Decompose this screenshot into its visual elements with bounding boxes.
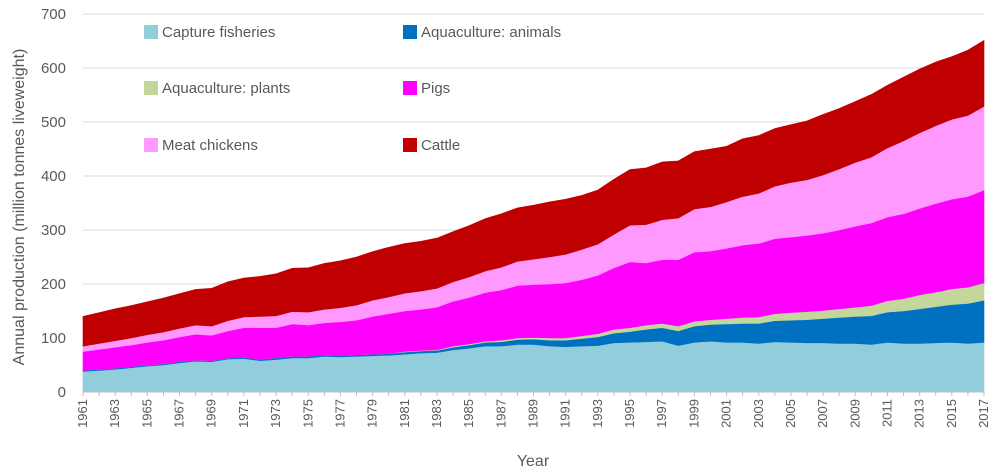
y-axis-title: Annual production (million tonnes livewe… — [11, 49, 28, 366]
legend-swatch-aquaculture-plants — [144, 81, 158, 95]
x-tick-label: 1975 — [300, 399, 315, 428]
y-tick-label: 0 — [58, 384, 66, 401]
y-tick-label: 700 — [41, 6, 66, 23]
x-tick-label: 1981 — [397, 399, 412, 428]
y-tick-label: 400 — [41, 168, 66, 185]
area-cattle — [82, 39, 985, 347]
legend-swatch-pigs — [403, 81, 417, 95]
legend-label-aquaculture-animals: Aquaculture: animals — [421, 24, 561, 41]
y-tick-labels: 0 100 200 300 400 500 600 700 — [41, 6, 66, 401]
x-tick-label: 2015 — [944, 399, 959, 428]
x-tick-label: 1991 — [558, 399, 573, 428]
y-tick-label: 300 — [41, 222, 66, 239]
x-tick-label: 1997 — [654, 399, 669, 428]
x-tick-label: 1963 — [107, 399, 122, 428]
legend: Capture fisheries Aquaculture: animals Aqu… — [144, 24, 561, 154]
legend-swatch-aquaculture-animals — [403, 25, 417, 39]
x-tick-label: 1999 — [686, 399, 701, 428]
x-tick-label: 2001 — [719, 399, 734, 428]
x-tick-label: 2011 — [879, 399, 894, 427]
x-tick-label: 1969 — [204, 399, 219, 428]
legend-label-pigs: Pigs — [421, 80, 450, 97]
x-tick-label: 1979 — [365, 399, 380, 428]
x-tick-label: 1973 — [268, 399, 283, 428]
x-axis — [82, 391, 985, 396]
y-tick-label: 600 — [41, 60, 66, 77]
x-tick-label: 1965 — [139, 399, 154, 428]
x-tick-label: 1977 — [332, 399, 347, 428]
x-tick-label: 2009 — [847, 399, 862, 428]
legend-label-aquaculture-plants: Aquaculture: plants — [162, 80, 290, 97]
x-tick-label: 1995 — [622, 399, 637, 428]
legend-swatch-meat-chickens — [144, 138, 158, 152]
y-tick-label: 200 — [41, 276, 66, 293]
legend-label-cattle: Cattle — [421, 137, 460, 154]
legend-swatch-cattle — [403, 138, 417, 152]
x-tick-label: 1983 — [429, 399, 444, 428]
x-tick-label: 1971 — [236, 399, 251, 428]
x-tick-label: 1987 — [493, 399, 508, 428]
x-tick-label: 1967 — [172, 399, 187, 428]
y-tick-label: 100 — [41, 330, 66, 347]
legend-swatch-capture-fisheries — [144, 25, 158, 39]
x-tick-label: 2007 — [815, 399, 830, 428]
x-tick-label: 2003 — [751, 399, 766, 428]
x-tick-label: 1989 — [526, 399, 541, 428]
legend-label-capture-fisheries: Capture fisheries — [162, 24, 275, 41]
x-tick-label: 2017 — [976, 399, 991, 428]
chart-areas — [82, 39, 985, 393]
x-tick-labels: 1961 1963 1965 1967 1969 1971 1973 1975 1977 1979… — [75, 399, 991, 428]
x-tick-label: 1961 — [75, 399, 90, 428]
legend-label-meat-chickens: Meat chickens — [162, 137, 258, 154]
x-axis-title: Year — [517, 453, 550, 470]
x-tick-label: 2005 — [783, 399, 798, 428]
x-tick-label: 1993 — [590, 399, 605, 428]
x-tick-label: 1985 — [461, 399, 476, 428]
x-tick-label: 2013 — [912, 399, 927, 428]
y-tick-label: 500 — [41, 114, 66, 131]
